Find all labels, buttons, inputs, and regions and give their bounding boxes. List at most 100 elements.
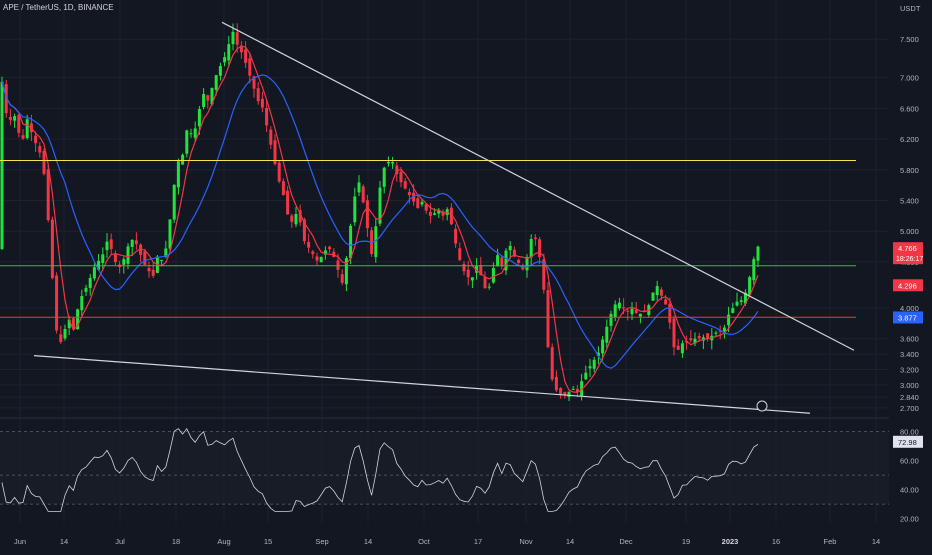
- candle-body: [113, 253, 117, 262]
- candle-body: [693, 338, 697, 344]
- candle-body: [655, 286, 659, 296]
- candle-body: [311, 251, 315, 255]
- event-marker-icon: [756, 400, 768, 412]
- candle-body: [752, 259, 756, 281]
- candle-body: [512, 249, 516, 257]
- candle-body: [651, 292, 655, 301]
- lower-trendline: [33, 355, 811, 414]
- candle-body: [470, 277, 474, 281]
- candle-body: [659, 289, 663, 296]
- candle-body: [294, 214, 298, 225]
- candle-body: [546, 290, 550, 348]
- candle-body: [252, 76, 256, 89]
- candle-body: [554, 376, 558, 391]
- candle-body: [71, 318, 75, 329]
- candle-body: [454, 228, 458, 244]
- candle-body: [399, 171, 403, 183]
- candle-body: [697, 335, 701, 339]
- candle-body: [487, 286, 491, 288]
- candle-body: [63, 329, 67, 339]
- rsi-band: [0, 431, 889, 505]
- price-tick-label: 4.000: [900, 304, 919, 313]
- candle-body: [634, 309, 638, 314]
- candle-body: [214, 75, 218, 90]
- ma-red-value: 4.296: [898, 281, 917, 290]
- candle-body: [575, 388, 579, 393]
- price-tick-label: 3.200: [900, 365, 919, 374]
- candle-body: [424, 204, 428, 211]
- candle-body: [239, 45, 243, 53]
- price-tick-label: 3.600: [900, 335, 919, 344]
- candle-body: [139, 244, 143, 255]
- candle-body: [437, 209, 441, 214]
- candle-body: [475, 265, 479, 273]
- time-tick-label: Aug: [217, 537, 230, 546]
- candle-body: [638, 313, 642, 317]
- ma-blue-value: 3.877: [898, 313, 917, 322]
- candle-body: [353, 196, 357, 223]
- candle-body: [676, 345, 680, 350]
- candle-body: [559, 388, 563, 395]
- candle-body: [395, 165, 399, 175]
- price-tick-label: 5.800: [900, 166, 919, 175]
- candle-body: [613, 304, 617, 318]
- candle-body: [529, 239, 533, 258]
- candle-body: [21, 135, 25, 139]
- ma-red-line: [1, 45, 759, 394]
- candle-body: [626, 310, 630, 312]
- candle-body: [8, 116, 12, 120]
- candle-body: [500, 257, 504, 267]
- time-tick-label: 14: [60, 537, 68, 546]
- candle-body: [151, 269, 155, 276]
- candle-body: [416, 198, 420, 209]
- candle-body: [46, 169, 50, 220]
- candle-body: [718, 330, 722, 332]
- candle-body: [67, 319, 71, 329]
- candle-body: [197, 109, 201, 127]
- candle-body: [281, 181, 285, 196]
- candle-body: [109, 239, 113, 250]
- price-tick-label: 6.200: [900, 135, 919, 144]
- candle-body: [735, 301, 739, 306]
- time-tick-label: 14: [364, 537, 372, 546]
- candle-body: [176, 161, 180, 188]
- interval-label[interactable]: 1D: [63, 3, 74, 12]
- candle-body: [668, 303, 672, 323]
- candle-body: [126, 246, 130, 264]
- candle-body: [412, 192, 416, 202]
- symbol-name[interactable]: APE / TetherUS: [3, 3, 59, 12]
- candle-body: [680, 343, 684, 354]
- candle-body: [286, 190, 290, 215]
- candle-body: [596, 352, 600, 357]
- candle-body: [550, 347, 554, 380]
- rsi-tick-label: 20.00: [900, 515, 919, 524]
- candle-body: [386, 162, 390, 164]
- last-price-tag-bg: [893, 242, 923, 265]
- candle-body: [365, 200, 369, 229]
- candle-body: [290, 215, 294, 222]
- candle-body: [714, 332, 718, 334]
- candle-body: [382, 167, 386, 187]
- price-tick-label: 7.500: [900, 35, 919, 44]
- candle-body: [483, 277, 487, 289]
- candle-body: [340, 274, 344, 283]
- candle-body: [349, 225, 353, 259]
- candle-body: [361, 186, 365, 203]
- candle-body: [55, 275, 59, 331]
- candle-body: [235, 32, 239, 45]
- candle-body: [462, 263, 466, 272]
- candle-body: [319, 256, 323, 263]
- candle-body: [130, 239, 134, 247]
- candle-body: [563, 392, 567, 395]
- candle-body: [567, 391, 571, 397]
- candle-body: [76, 309, 80, 330]
- candle-body: [378, 187, 382, 224]
- time-tick-label: 18: [172, 537, 180, 546]
- candle-body: [181, 154, 185, 165]
- time-tick-label: 2023: [722, 537, 739, 546]
- candle-body: [357, 182, 361, 193]
- candle-body: [13, 116, 17, 121]
- price-tick-label: 3.400: [900, 350, 919, 359]
